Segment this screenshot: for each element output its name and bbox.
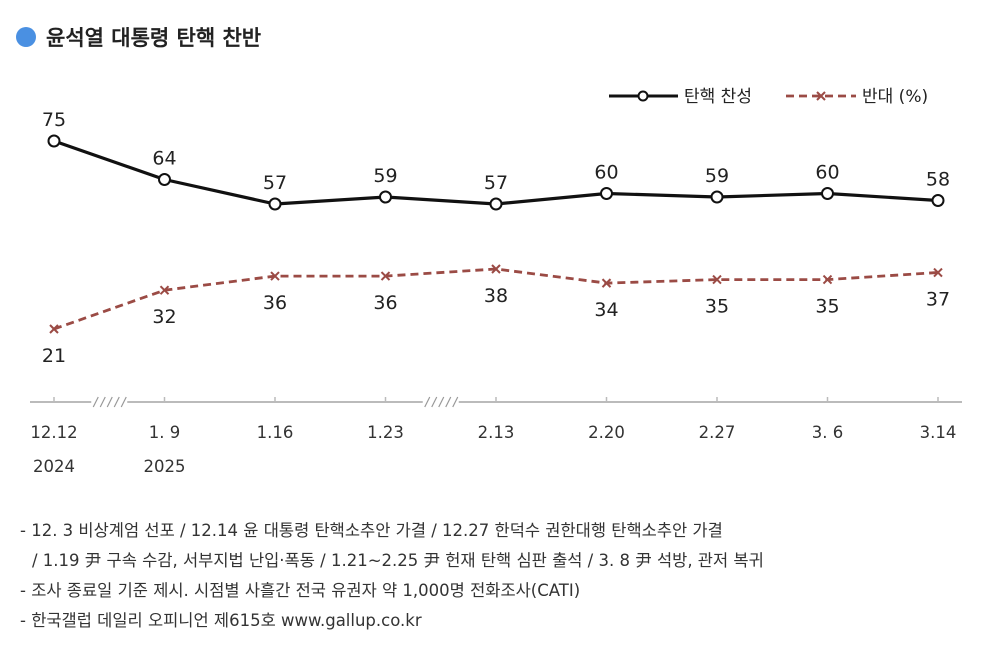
data-label: 59 <box>373 165 397 187</box>
data-label: 36 <box>263 292 287 314</box>
axis-break-hatch <box>431 396 438 408</box>
axis-break-mark <box>91 396 128 408</box>
data-label: 36 <box>373 292 397 314</box>
axis-break-hatch <box>99 396 106 408</box>
axis-break-hatch <box>452 396 459 408</box>
data-point-approve <box>600 187 613 200</box>
legend-label-approve: 탄핵 찬성 <box>684 87 752 107</box>
axis-break-hatch <box>120 396 127 408</box>
data-point-approve <box>158 173 171 186</box>
data-point-approve <box>821 187 834 200</box>
note-line-2: / 1.19 尹 구속 수감, 서부지법 난입·폭동 / 1.21~2.25 尹… <box>32 551 764 570</box>
axis-break-hatch <box>424 396 431 408</box>
data-point-approve <box>489 197 503 211</box>
data-label: 21 <box>42 345 66 367</box>
x-tick-label: 2.20 <box>588 423 625 442</box>
data-point-approve <box>931 194 945 207</box>
data-label: 75 <box>42 109 66 131</box>
data-label: 38 <box>484 285 508 307</box>
x-marker-stroke <box>822 274 833 285</box>
note-line-4: - 한국갤럽 데일리 오피니언 제615호 www.gallup.co.kr <box>20 611 422 630</box>
note-line-1: - 12. 3 비상계엄 선포 / 12.14 윤 대통령 탄핵소추안 가결 /… <box>20 521 723 540</box>
legend-marker-approve <box>637 90 649 102</box>
data-label: 34 <box>594 299 618 321</box>
data-label: 58 <box>926 169 950 191</box>
line-chart: 탄핵 찬성 반대 (%) 12.12 1. 9 1.16 1.23 2.13 2.20 2.2… <box>30 87 962 476</box>
x-tick-label: 12.12 <box>30 423 77 442</box>
axis-break-mark <box>422 396 459 408</box>
x-tick-label: 2.27 <box>699 423 736 442</box>
x-tick-label: 1. 9 <box>149 423 181 442</box>
data-point-approve <box>379 190 392 204</box>
x-marker-stroke <box>380 271 391 281</box>
legend-marker-oppose <box>816 91 826 101</box>
legend: 탄핵 찬성 반대 (%) <box>609 87 928 107</box>
data-point-oppose <box>712 274 722 285</box>
data-point-oppose <box>270 271 280 281</box>
data-point-approve <box>268 197 282 211</box>
note-line-3: - 조사 종료일 기준 제시. 시점별 사흘간 전국 유권자 약 1,000명 … <box>20 581 581 600</box>
data-label: 32 <box>152 306 176 328</box>
data-point-approve <box>710 190 724 204</box>
data-point-oppose <box>159 285 170 295</box>
title-bullet-icon <box>16 27 36 47</box>
chart-title: 윤석열 대통령 탄핵 찬반 <box>46 26 262 50</box>
x-marker-stroke <box>816 91 826 101</box>
x-axis: 12.12 1. 9 1.16 1.23 2.13 2.20 2.27 3. 6 3.14 202… <box>30 396 962 476</box>
x-tick-label: 1.23 <box>367 423 404 442</box>
data-point-oppose <box>601 278 612 288</box>
chart-title-row: 윤석열 대통령 탄핵 찬반 <box>16 22 261 52</box>
x-marker-stroke <box>270 271 280 281</box>
series-lines: 75 64 57 59 57 60 59 60 58 21 32 36 36 38 34 35 35 37 <box>42 109 950 367</box>
data-label: 60 <box>815 162 839 184</box>
x-marker-stroke <box>601 278 612 288</box>
data-label: 57 <box>484 172 508 194</box>
x-tick-label: 3. 6 <box>812 423 844 442</box>
data-label: 60 <box>594 162 618 184</box>
x-marker-stroke <box>49 324 59 334</box>
x-tick-label: 1.16 <box>257 423 294 442</box>
data-label: 35 <box>815 296 839 318</box>
legend-label-oppose: 반대 (%) <box>862 87 928 107</box>
data-label: 57 <box>263 172 287 194</box>
data-point-oppose <box>49 324 59 334</box>
data-point-oppose <box>933 267 943 278</box>
data-point-oppose <box>491 264 501 274</box>
x-tick-label: 2.13 <box>478 423 515 442</box>
x-year-label: 2025 <box>144 457 186 476</box>
axis-break-hatch <box>438 396 445 408</box>
footnotes: - 12. 3 비상계엄 선포 / 12.14 윤 대통령 탄핵소추안 가결 /… <box>20 516 764 636</box>
x-marker-stroke <box>933 267 943 278</box>
data-label: 37 <box>926 289 950 311</box>
axis-break-hatch <box>445 396 452 408</box>
axis-break-hatch <box>92 396 99 408</box>
axis-break-hatch <box>113 396 120 408</box>
data-point-oppose <box>822 274 833 285</box>
data-point-approve <box>47 134 61 148</box>
axis-break-hatch <box>106 396 113 408</box>
x-tick-label: 3.14 <box>920 423 957 442</box>
data-label: 59 <box>705 165 729 187</box>
x-marker-stroke <box>491 264 501 274</box>
data-label: 64 <box>152 148 176 170</box>
data-label: 35 <box>705 296 729 318</box>
x-marker-stroke <box>159 285 170 295</box>
data-point-oppose <box>380 271 391 281</box>
x-year-label: 2024 <box>33 457 75 476</box>
x-marker-stroke <box>712 274 722 285</box>
